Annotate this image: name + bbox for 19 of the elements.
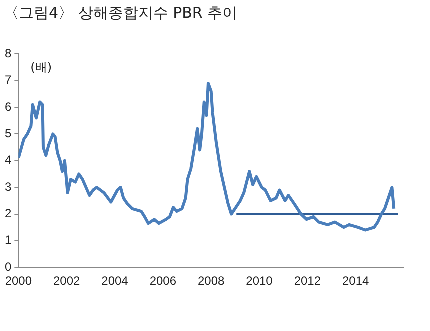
y-tick-label: 2 (4, 206, 12, 221)
y-tick-label: 8 (4, 46, 12, 61)
x-tick-label: 2012 (294, 274, 322, 288)
y-tick-label: 0 (4, 260, 12, 274)
x-tick-label: 2014 (342, 274, 370, 288)
x-tick-label: 2002 (53, 274, 81, 288)
x-tick-label: 2006 (150, 274, 177, 288)
x-tick-label: 2004 (102, 274, 129, 288)
y-tick-label: 1 (4, 233, 12, 248)
y-axis-title: (배) (30, 60, 52, 74)
y-tick-label: 7 (4, 73, 12, 88)
y-tick-label: 6 (4, 100, 12, 114)
chart-title: 〈그림4〉 상해종합지수 PBR 추이 (4, 4, 238, 23)
x-tick-label: 2000 (5, 274, 32, 288)
x-tick-label: 2010 (246, 274, 274, 288)
x-tick-label: 2008 (198, 274, 226, 288)
y-tick-label: 4 (4, 153, 12, 168)
y-tick-label: 3 (4, 180, 12, 194)
y-tick-label: 5 (4, 126, 12, 141)
